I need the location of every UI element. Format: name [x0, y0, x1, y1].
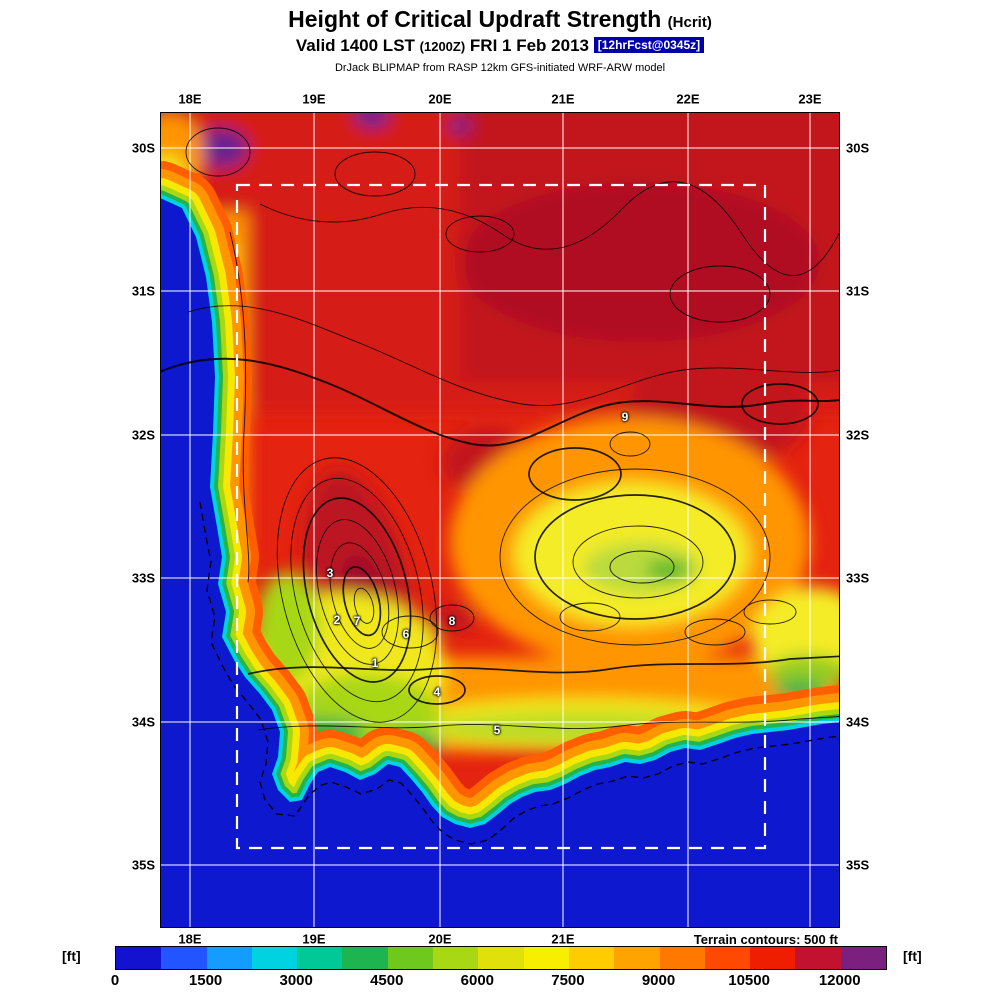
valid-date: FRI 1 Feb 2013 [469, 36, 589, 55]
y-tick-right: 31S [846, 283, 870, 299]
page-title: Height of Critical Updraft Strength (Hcr… [0, 6, 1000, 33]
y-tick-left: 34S [131, 714, 155, 730]
colorbar-segment [840, 947, 887, 969]
colorbar-tick-labels: 0 1500 3000 4500 6000 7500 9000 10500 12000 [111, 970, 885, 992]
valid-time-line: Valid 1400 LST (1200Z) FRI 1 Feb 2013 [1… [0, 36, 1000, 56]
colorbar-segment [251, 947, 298, 969]
colorbar-tick-label: 4500 [370, 972, 404, 989]
colorbar-tick-label: 9000 [641, 972, 676, 989]
y-tick-right: 33S [846, 570, 870, 586]
y-tick-left: 35S [131, 857, 155, 873]
colorbar [115, 946, 887, 970]
colorbar-unit-right: [ft] [903, 948, 922, 964]
x-tick-top: 23E [798, 91, 822, 107]
colorbar-segment [704, 947, 751, 969]
x-tick-top: 21E [551, 91, 575, 107]
colorbar-tick-label: 1500 [188, 972, 223, 989]
colorbar-segment [568, 947, 615, 969]
colorbar-segment [433, 947, 479, 969]
y-tick-right: 34S [846, 714, 870, 730]
colorbar-segment [795, 947, 841, 969]
y-tick-right: 32S [846, 427, 870, 443]
colorbar-unit-left: [ft] [62, 948, 81, 964]
colorbar-tick-label: 7500 [551, 972, 585, 989]
model-domain-box [235, 183, 767, 850]
y-tick-left: 30S [131, 140, 155, 156]
model-line: DrJack BLIPMAP from RASP 12km GFS-initia… [334, 62, 666, 74]
x-tick-bottom: 21E [551, 931, 575, 947]
colorbar-segment [387, 947, 434, 969]
colorbar-segment [116, 947, 162, 969]
x-tick-top: 19E [302, 91, 326, 107]
valid-prefix: Valid 1400 LST [295, 36, 415, 55]
map-frame [160, 112, 840, 928]
x-tick-top: 20E [428, 91, 452, 107]
map-svg [160, 112, 840, 928]
colorbar-segment [297, 947, 343, 969]
x-tick-bottom: 18E [178, 931, 202, 947]
colorbar-tick-label: 10500 [728, 972, 770, 989]
map-area [160, 112, 840, 928]
terrain-contours [160, 127, 840, 731]
y-tick-left: 31S [131, 283, 155, 299]
ocean [160, 198, 840, 928]
title-text: Height of Critical Updraft Strength [288, 6, 662, 32]
colorbar-tick-label: 6000 [460, 972, 495, 989]
forecast-badge: [12hrFcst@0345z] [593, 37, 705, 53]
y-tick-left: 33S [131, 570, 155, 586]
colorbar-segment [161, 947, 207, 969]
colorbar-tick-label: 3000 [279, 972, 313, 989]
offshore-terrain-contour [199, 501, 840, 845]
y-tick-right: 35S [846, 857, 870, 873]
colorbar-segment [342, 947, 388, 969]
x-tick-top: 18E [178, 91, 202, 107]
x-tick-bottom: 20E [428, 931, 452, 947]
colorbar-tick-label: 0 [110, 972, 120, 989]
valid-zulu: (1200Z) [419, 39, 466, 54]
colorbar-segment [659, 947, 705, 969]
title-suffix: (Hcrit) [667, 14, 712, 31]
colorbar-segment [206, 947, 252, 969]
colorbar-segment [523, 947, 569, 969]
terrain-contour-note: Terrain contours: 500 ft [693, 932, 838, 947]
y-tick-left: 32S [131, 427, 155, 443]
colorbar-segment [478, 947, 524, 969]
colorbar-segment [614, 947, 660, 969]
x-tick-bottom: 19E [302, 931, 326, 947]
colorbar-segment [750, 947, 796, 969]
colorbar-tick-label: 12000 [818, 972, 861, 989]
x-tick-top: 22E [676, 91, 700, 107]
y-tick-right: 30S [846, 140, 870, 156]
